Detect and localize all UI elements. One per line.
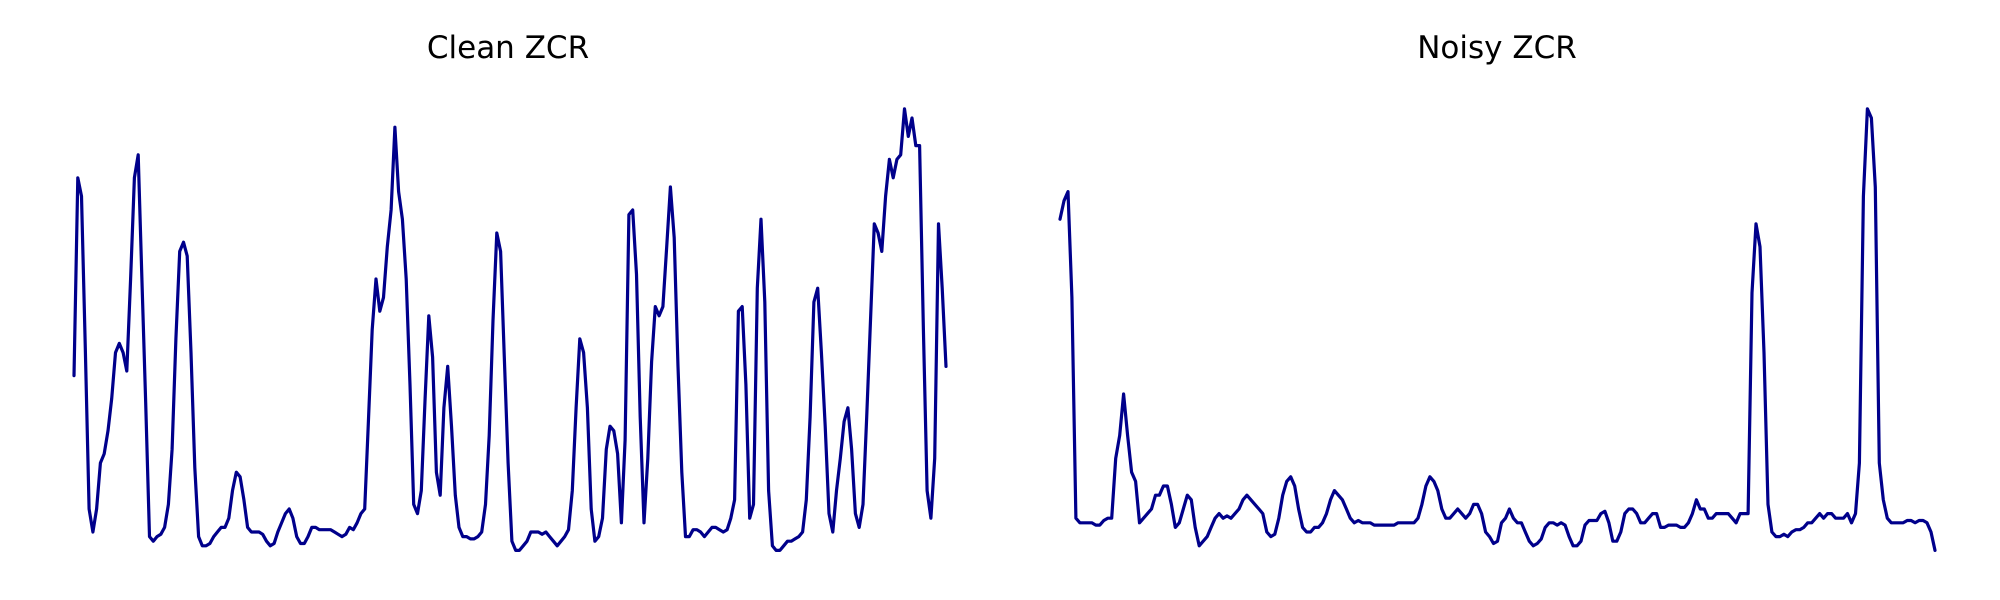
chart-title-clean: Clean ZCR bbox=[427, 30, 589, 66]
chart-noisy: Noisy ZCR bbox=[1058, 30, 1937, 553]
plot-area-clean bbox=[72, 107, 948, 553]
chart-clean: Clean ZCR bbox=[72, 30, 948, 553]
series-line-noisy bbox=[1058, 107, 1937, 553]
plot-area-noisy bbox=[1058, 107, 1937, 553]
chart-title-noisy: Noisy ZCR bbox=[1417, 30, 1577, 66]
series-line-clean bbox=[72, 107, 948, 553]
